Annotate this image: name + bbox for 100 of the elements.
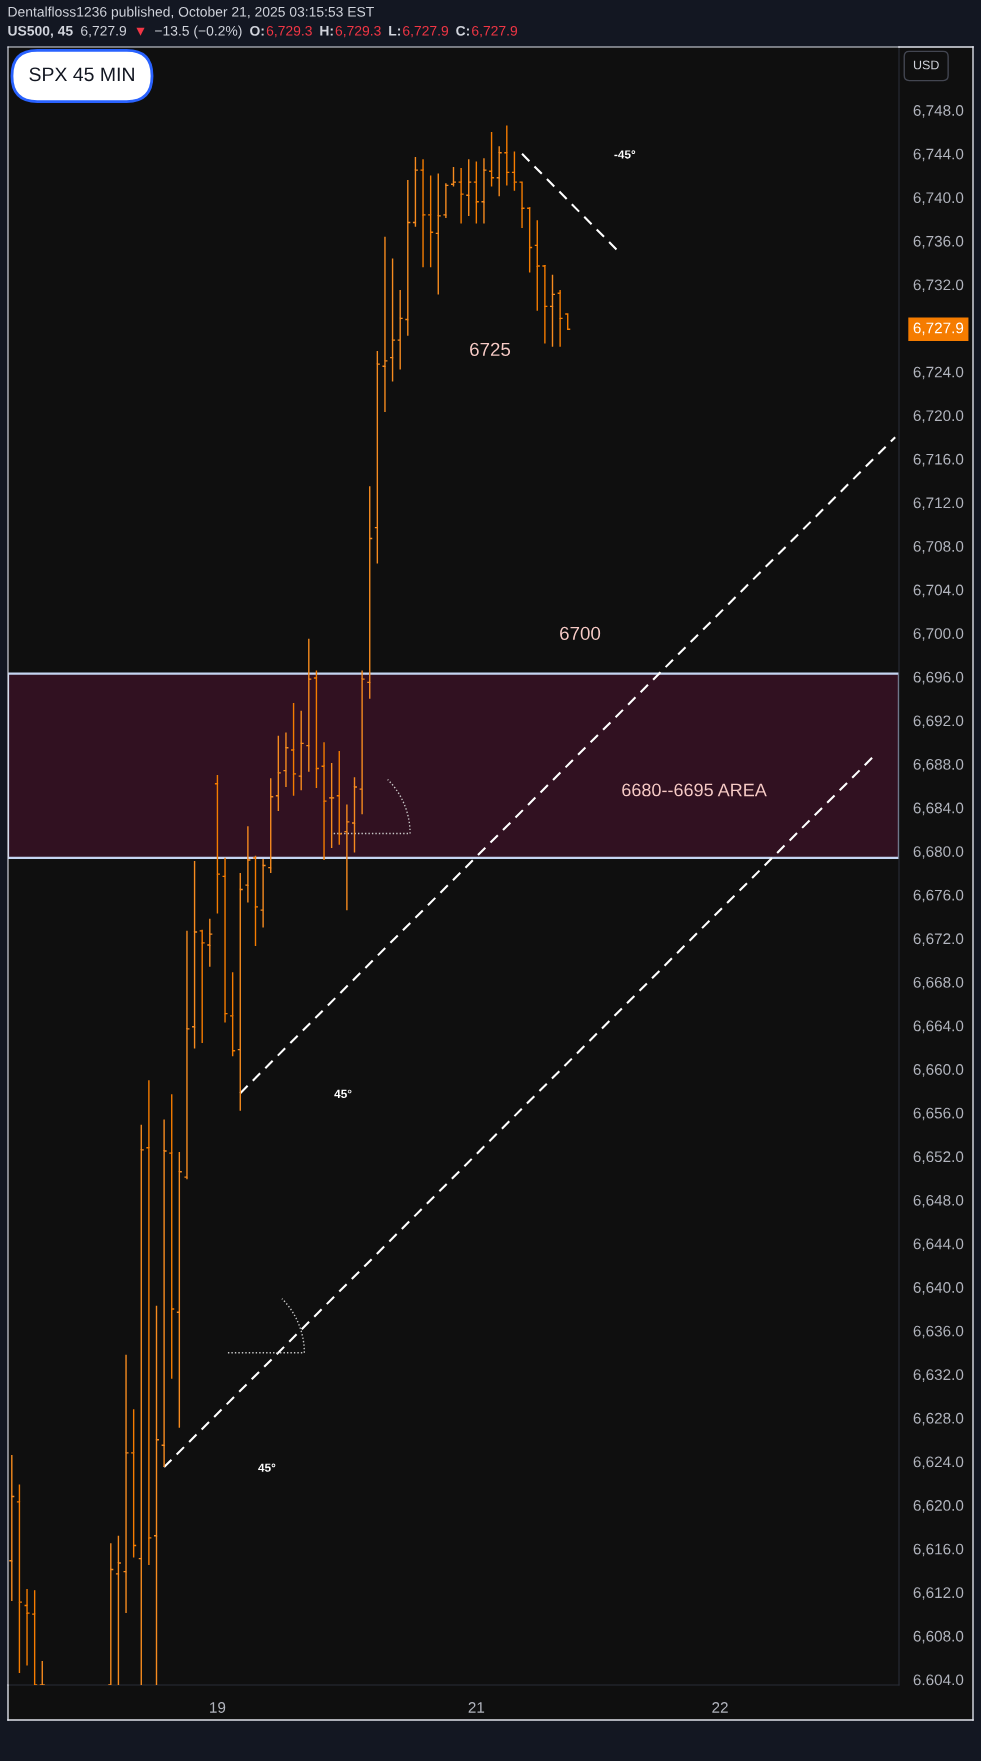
candlestick [160, 1118, 168, 1468]
candlestick [336, 750, 343, 846]
candlestick [183, 930, 191, 1181]
text: C: [456, 25, 469, 36]
candlestick [267, 777, 274, 874]
candlestick [145, 1079, 153, 1566]
y-tick-label: 6,624.0 [913, 1456, 964, 1470]
candlestick [480, 157, 488, 225]
annotation: 45° [334, 1089, 352, 1099]
text: 6,727.9 [472, 25, 518, 38]
candlestick [366, 485, 373, 700]
candlestick [381, 235, 389, 413]
candlestick [282, 731, 290, 788]
y-tick-label: 6,680.0 [913, 846, 964, 859]
y-tick-label: 6,740.0 [913, 192, 964, 205]
candlestick [290, 702, 297, 797]
y-tick-label: 6,632.0 [913, 1369, 964, 1382]
candlestick [534, 219, 541, 312]
candlestick [541, 265, 549, 345]
candlestick [39, 1660, 46, 1685]
candlestick [473, 160, 480, 225]
y-tick-label: 6,672.0 [913, 933, 964, 946]
annotation: -45° [614, 150, 636, 159]
text: USD [913, 60, 939, 70]
text: US500, 45 [8, 25, 73, 38]
candlestick [229, 971, 236, 1057]
y-tick-label: 6,640.0 [913, 1282, 964, 1295]
y-tick-label: 6,688.0 [913, 758, 964, 772]
text: SPX 45 MIN [29, 67, 134, 82]
y-tick-label: 6,736.0 [913, 235, 964, 249]
y-tick-label: 6,664.0 [913, 1020, 964, 1034]
candlestick [8, 1454, 16, 1602]
candlestick [107, 1542, 115, 1685]
candlestick [214, 774, 221, 915]
candlestick [130, 1408, 137, 1559]
text: 6,727.9 [913, 322, 964, 336]
candlestick [244, 825, 252, 904]
y-tick-label: 6,700.0 [913, 628, 964, 641]
y-tick-label: 6,652.0 [913, 1151, 964, 1164]
y-tick-label: 6,628.0 [913, 1412, 964, 1426]
y-tick-label: 6,660.0 [913, 1064, 964, 1077]
y-tick-label: 6,644.0 [913, 1238, 964, 1252]
y-tick-label: 6,708.0 [913, 541, 964, 554]
annotation: 6700 [560, 626, 601, 641]
candlestick [358, 669, 366, 815]
candlestick [419, 158, 427, 268]
candlestick [198, 930, 206, 1044]
text: L: [389, 26, 401, 36]
text: H: [320, 26, 333, 36]
candlestick [206, 918, 214, 968]
candlestick [389, 257, 396, 383]
candlestick [168, 1093, 175, 1380]
x-tick-label: 19 [210, 1702, 226, 1713]
y-tick-label: 6,608.0 [913, 1630, 964, 1644]
y-tick-label: 6,656.0 [913, 1107, 964, 1121]
candlestick [252, 854, 259, 947]
text: 6,727.9 [403, 25, 449, 38]
y-tick-label: 6,616.0 [913, 1543, 964, 1557]
y-tick-label: 6,676.0 [913, 889, 964, 903]
y-tick-label: 6.604.0 [913, 1674, 964, 1686]
text: ▼ [136, 27, 145, 36]
candlestick [297, 710, 305, 791]
candlestick [396, 289, 404, 371]
y-tick-label: 6,732.0 [913, 279, 964, 293]
y-tick-label: 6,648.0 [913, 1194, 964, 1208]
candlestick [305, 638, 313, 773]
candlestick [427, 174, 434, 268]
annotation: 6725 [470, 342, 511, 357]
x-tick-label: 21 [468, 1702, 485, 1713]
candlestick [564, 313, 571, 330]
candlestick [138, 1124, 145, 1685]
y-tick-label: 6,684.0 [913, 802, 964, 816]
text: 6,727.9 [81, 25, 127, 38]
candlestick [23, 1588, 31, 1667]
y-tick-label: 6,720.0 [913, 410, 964, 423]
candlestick [275, 735, 282, 812]
candlestick [176, 1151, 183, 1429]
candlestick [404, 179, 412, 337]
candlestick [465, 158, 472, 217]
candlestick [526, 207, 533, 274]
text: 6,729.3 [266, 25, 312, 38]
y-tick-label: 6,636.0 [913, 1325, 964, 1339]
y-tick-label: 6,692.0 [913, 715, 964, 728]
y-tick-label: 6,744.0 [913, 148, 964, 162]
candlestick [328, 762, 335, 849]
candlestick [237, 872, 244, 1112]
candlestick [191, 860, 198, 1050]
candlestick [31, 1589, 38, 1685]
text: O: [250, 25, 264, 36]
text: 6,729.3 [335, 25, 381, 38]
x-tick-label: 22 [712, 1702, 728, 1713]
chart-subtitle: Dentalfloss1236 published, October 21, 2025 03:15:53 EST [8, 6, 374, 20]
candlestick [518, 181, 526, 229]
candlestick [343, 803, 351, 911]
annotation: 45° [258, 1463, 276, 1472]
y-tick-label: 6,612.0 [913, 1587, 964, 1600]
y-tick-label: 6,748.0 [913, 105, 964, 118]
y-tick-label: 6,668.0 [913, 976, 964, 990]
y-tick-label: 6,620.0 [913, 1500, 964, 1513]
candlestick [259, 858, 267, 929]
